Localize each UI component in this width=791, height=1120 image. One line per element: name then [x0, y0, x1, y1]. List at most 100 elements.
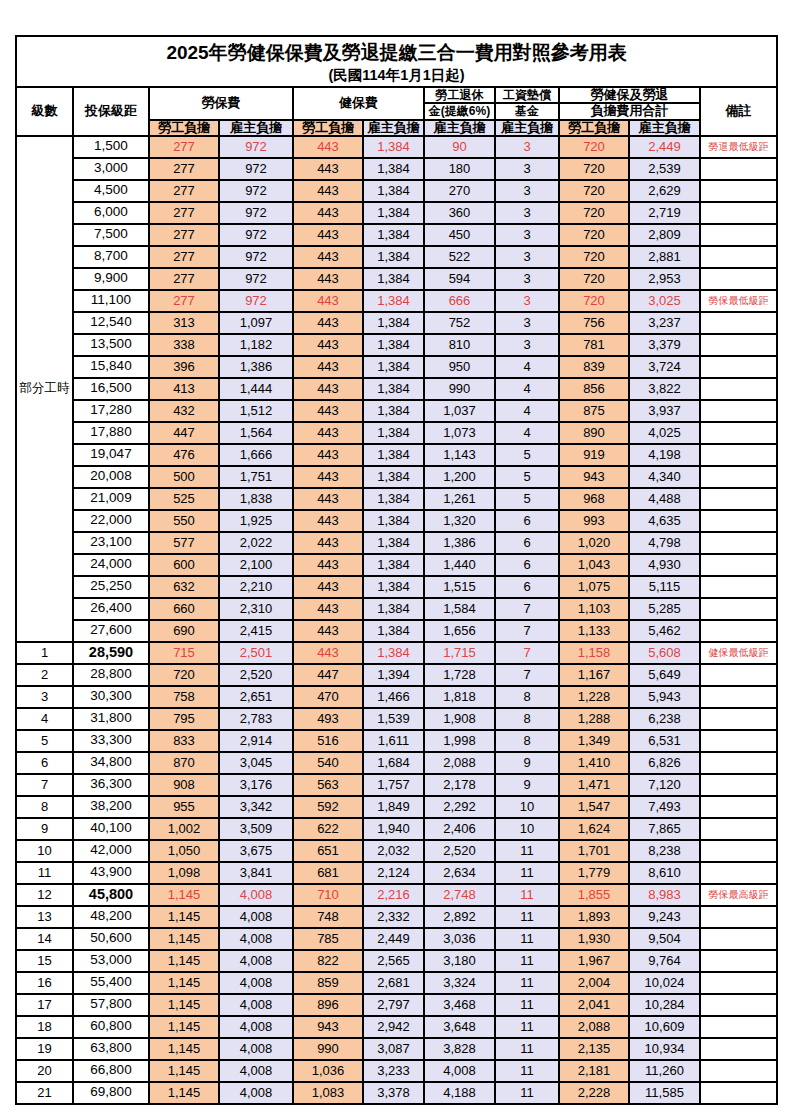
remark-cell [700, 598, 777, 620]
remark-cell [700, 818, 777, 840]
table-row: 838,2009553,3425921,8492,292101,5477,493 [16, 796, 777, 818]
value-cell: 681 [293, 862, 363, 884]
value-cell: 540 [293, 752, 363, 774]
value-cell: 720 [559, 180, 629, 202]
value-cell: 90 [424, 136, 495, 158]
value-cell: 10 [495, 796, 559, 818]
value-cell: 1,103 [559, 598, 629, 620]
value-cell: 5,462 [629, 620, 700, 642]
value-cell: 11 [495, 928, 559, 950]
value-cell: 443 [293, 224, 363, 246]
value-cell: 2,719 [629, 202, 700, 224]
bracket-cell: 9,900 [73, 268, 149, 290]
value-cell: 1,145 [149, 950, 219, 972]
value-cell: 443 [293, 246, 363, 268]
value-cell: 890 [559, 422, 629, 444]
value-cell: 2,310 [219, 598, 293, 620]
value-cell: 1,384 [363, 180, 424, 202]
value-cell: 2,004 [559, 972, 629, 994]
table-row: 16,5004131,4444431,38499048563,822 [16, 378, 777, 400]
value-cell: 7 [495, 598, 559, 620]
value-cell: 8 [495, 686, 559, 708]
value-cell: 1,925 [219, 510, 293, 532]
remark-cell [700, 158, 777, 180]
value-cell: 1,145 [149, 1038, 219, 1060]
level-cell: 19 [16, 1038, 73, 1060]
value-cell: 758 [149, 686, 219, 708]
value-cell: 632 [149, 576, 219, 598]
value-cell: 715 [149, 642, 219, 664]
table-row: 25,2506322,2104431,3841,51561,0755,115 [16, 576, 777, 598]
value-cell: 1,386 [424, 532, 495, 554]
value-cell: 313 [149, 312, 219, 334]
value-cell: 3,045 [219, 752, 293, 774]
value-cell: 2,415 [219, 620, 293, 642]
value-cell: 2,914 [219, 730, 293, 752]
remark-cell [700, 400, 777, 422]
value-cell: 1,182 [219, 334, 293, 356]
value-cell: 443 [293, 158, 363, 180]
value-cell: 720 [559, 136, 629, 158]
value-cell: 7,865 [629, 818, 700, 840]
value-cell: 1,384 [363, 510, 424, 532]
remark-cell [700, 1060, 777, 1082]
value-cell: 1,073 [424, 422, 495, 444]
value-cell: 1,512 [219, 400, 293, 422]
value-cell: 1,384 [363, 598, 424, 620]
subheader-wage-fund-employer-share: 雇主負擔 [495, 120, 559, 136]
value-cell: 1,818 [424, 686, 495, 708]
value-cell: 1,666 [219, 444, 293, 466]
value-cell: 720 [559, 268, 629, 290]
value-cell: 1,145 [149, 884, 219, 906]
value-cell: 972 [219, 224, 293, 246]
value-cell: 7 [495, 642, 559, 664]
value-cell: 443 [293, 488, 363, 510]
value-cell: 1,779 [559, 862, 629, 884]
remark-cell [700, 576, 777, 598]
value-cell: 3,379 [629, 334, 700, 356]
value-cell: 1,384 [363, 356, 424, 378]
header-total-top: 勞健保及勞退 [559, 87, 700, 103]
value-cell: 1,320 [424, 510, 495, 532]
value-cell: 594 [424, 268, 495, 290]
value-cell: 3,025 [629, 290, 700, 312]
value-cell: 3,237 [629, 312, 700, 334]
value-cell: 1,515 [424, 576, 495, 598]
value-cell: 563 [293, 774, 363, 796]
bracket-cell: 28,800 [73, 664, 149, 686]
value-cell: 600 [149, 554, 219, 576]
value-cell: 6,531 [629, 730, 700, 752]
bracket-cell: 28,590 [73, 642, 149, 664]
value-cell: 8 [495, 708, 559, 730]
value-cell: 1,167 [559, 664, 629, 686]
value-cell: 2,634 [424, 862, 495, 884]
value-cell: 10,609 [629, 1016, 700, 1038]
value-cell: 1,288 [559, 708, 629, 730]
level-cell: 17 [16, 994, 73, 1016]
value-cell: 1,097 [219, 312, 293, 334]
value-cell: 4,340 [629, 466, 700, 488]
value-cell: 476 [149, 444, 219, 466]
level-cell: 4 [16, 708, 73, 730]
value-cell: 1,384 [363, 620, 424, 642]
bracket-cell: 3,000 [73, 158, 149, 180]
value-cell: 6,826 [629, 752, 700, 774]
value-cell: 3 [495, 290, 559, 312]
value-cell: 2,022 [219, 532, 293, 554]
bracket-cell: 60,800 [73, 1016, 149, 1038]
remark-cell [700, 730, 777, 752]
value-cell: 1,466 [363, 686, 424, 708]
value-cell: 9,243 [629, 906, 700, 928]
value-cell: 11,585 [629, 1082, 700, 1104]
level-cell: 18 [16, 1016, 73, 1038]
value-cell: 2,501 [219, 642, 293, 664]
remark-cell: 勞保最高級距 [700, 884, 777, 906]
table-row: 228,8007202,5204471,3941,72871,1675,649 [16, 664, 777, 686]
value-cell: 2,216 [363, 884, 424, 906]
value-cell: 3 [495, 202, 559, 224]
value-cell: 756 [559, 312, 629, 334]
value-cell: 11 [495, 1016, 559, 1038]
value-cell: 2,783 [219, 708, 293, 730]
value-cell: 277 [149, 246, 219, 268]
value-cell: 443 [293, 290, 363, 312]
